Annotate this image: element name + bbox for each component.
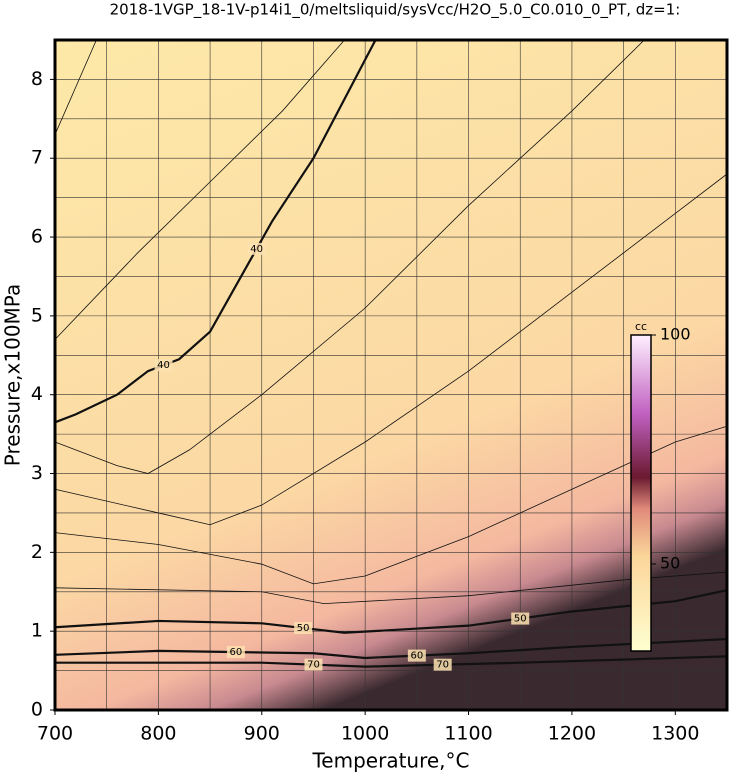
y-tick-label: 2 xyxy=(31,541,43,563)
y-tick-label: 0 xyxy=(31,699,43,721)
contour-label: 70 xyxy=(307,660,320,671)
contour-line xyxy=(54,637,728,660)
contour-label: 70 xyxy=(436,660,449,671)
contour-label-bg xyxy=(304,658,323,671)
contour-label-bg xyxy=(247,242,266,255)
contour-line xyxy=(54,39,645,474)
y-tick-label: 3 xyxy=(31,462,43,484)
chart-title: 2018-1VGP_18-1V-p14i1_0/meltsliquid/sysV… xyxy=(110,1,681,20)
contour-label: 50 xyxy=(297,623,310,634)
contour-line xyxy=(55,655,728,668)
y-axis-label: Pressure,x100MPa xyxy=(1,284,25,466)
contour-label-bg xyxy=(154,359,173,372)
contour-label-bg xyxy=(433,658,452,671)
y-tick-label: 4 xyxy=(31,383,43,405)
contour-label: 50 xyxy=(514,614,527,625)
y-tick-label: 6 xyxy=(31,226,43,248)
plot-background xyxy=(55,40,727,710)
contour-label: 40 xyxy=(250,244,263,255)
y-tick-label: 7 xyxy=(31,147,43,169)
plot-frame xyxy=(53,38,729,712)
x-tick-label: 700 xyxy=(37,723,73,745)
contour-label-bg xyxy=(294,622,313,635)
colorbar-label: cc xyxy=(635,320,647,333)
x-tick-label: 1300 xyxy=(651,723,699,745)
contour-label-bg xyxy=(407,649,426,662)
contour-label: 60 xyxy=(410,651,423,662)
contour-line xyxy=(54,39,377,424)
contour-label: 60 xyxy=(230,647,243,658)
colorbar-tick-label: 100 xyxy=(660,325,691,344)
contour-label: 40 xyxy=(157,360,170,371)
x-tick-label: 1200 xyxy=(548,723,596,745)
contour-line xyxy=(54,39,97,135)
colorbar xyxy=(630,334,652,652)
x-tick-label: 800 xyxy=(140,723,176,745)
contour-line xyxy=(54,173,728,526)
x-tick-label: 1000 xyxy=(341,723,389,745)
contour-label-bg xyxy=(511,612,530,625)
colorbar-tick-label: 50 xyxy=(660,553,680,572)
contour-line xyxy=(54,589,728,634)
contour-line xyxy=(54,39,345,340)
y-tick-label: 1 xyxy=(31,620,43,642)
contour-label-bg xyxy=(226,646,245,659)
x-tick-label: 900 xyxy=(244,723,280,745)
y-tick-label: 8 xyxy=(31,68,43,90)
x-axis-label: Temperature,°C xyxy=(311,749,469,773)
x-tick-label: 1100 xyxy=(444,723,492,745)
y-tick-label: 5 xyxy=(31,304,43,326)
